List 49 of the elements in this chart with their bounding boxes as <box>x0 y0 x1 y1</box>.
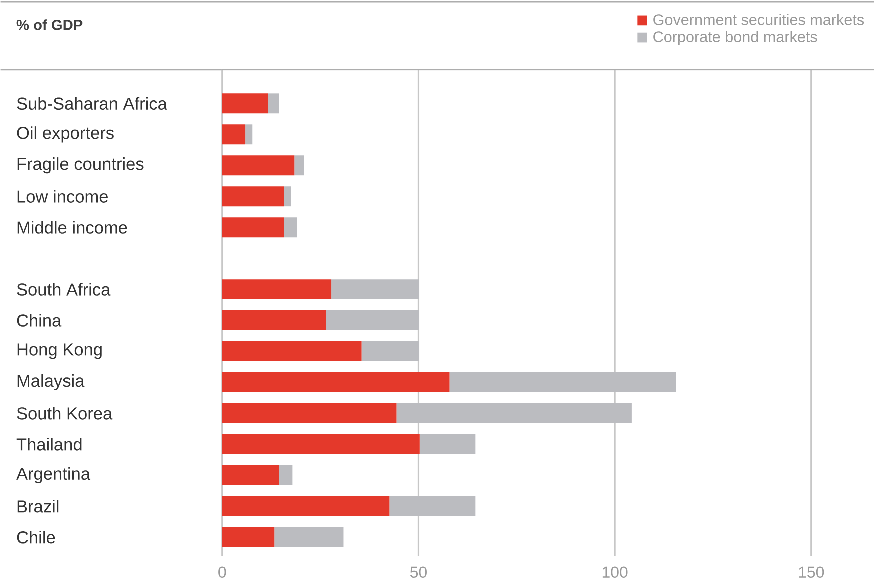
bar <box>390 496 476 516</box>
bar <box>222 527 275 548</box>
bar <box>284 186 292 207</box>
y-tick-label: Hong Kong <box>18 344 102 360</box>
bar <box>396 404 632 424</box>
x-tick-label: 100 <box>602 566 628 578</box>
y-tick-label: Brazil <box>18 500 59 513</box>
bar <box>268 94 280 114</box>
y-tick-label: China <box>17 314 62 327</box>
bar <box>326 310 420 331</box>
bar <box>222 124 246 145</box>
y-tick-label: Thailand <box>16 438 82 451</box>
bar <box>294 156 304 176</box>
bar <box>222 156 295 176</box>
x-tick-label: 50 <box>410 566 427 578</box>
bar <box>284 218 298 238</box>
x-tick-label: 150 <box>799 566 824 578</box>
bar <box>246 124 253 145</box>
bar <box>222 372 450 393</box>
bar <box>222 342 362 362</box>
bar <box>222 434 420 454</box>
bar <box>222 404 397 424</box>
y-tick-label: Middle income <box>18 221 128 234</box>
y-tick-label: Fragile countries <box>18 158 144 174</box>
legend-label: Government securities markets <box>654 14 864 26</box>
bar <box>362 342 420 362</box>
bar <box>222 465 280 486</box>
x-axis-title: % of GDP <box>16 20 83 30</box>
bar <box>222 94 268 114</box>
bar <box>274 527 344 548</box>
bar <box>222 496 390 516</box>
y-tick-label: Oil exporters <box>17 126 114 143</box>
bar <box>420 434 476 454</box>
bar <box>279 465 293 486</box>
bar <box>332 280 420 300</box>
y-tick-label: Sub-Saharan Africa <box>17 97 168 110</box>
y-tick-label: Chile <box>17 531 56 544</box>
legend-label: Corporate bond markets <box>654 31 818 46</box>
y-tick-label: South Africa <box>17 283 111 296</box>
bar <box>450 372 676 393</box>
bar <box>222 280 332 300</box>
bar <box>222 218 284 238</box>
y-tick-label: Low income <box>18 190 108 203</box>
y-tick-label: Argentina <box>16 467 91 484</box>
y-tick-label: Malaysia <box>18 374 85 391</box>
x-tick-label: 0 <box>218 566 226 578</box>
bar <box>222 310 326 331</box>
bar <box>222 186 284 207</box>
y-tick-label: South Korea <box>17 407 113 420</box>
